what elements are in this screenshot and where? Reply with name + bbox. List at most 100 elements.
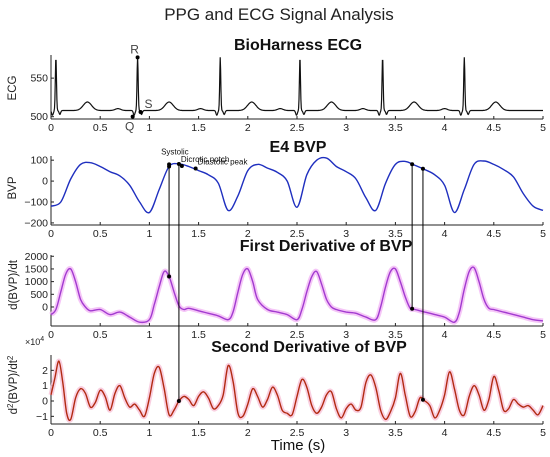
x-tick-label: 0 (48, 329, 54, 341)
y-tick-label: 1 (42, 380, 48, 392)
x-tick-label: 4 (442, 122, 448, 134)
bvp-feature-label: Dicrotic notch (181, 155, 229, 164)
x-tick-label: 2 (245, 329, 251, 341)
x-tick-label: 3.5 (388, 427, 403, 439)
y-tick-label: −200 (24, 217, 48, 229)
x-tick-label: 1.5 (191, 122, 206, 134)
x-tick-label: 1 (146, 329, 152, 341)
x-tick-label: 1 (146, 122, 152, 134)
bvp-feature-point (193, 166, 198, 171)
ecg-point-S (138, 110, 143, 115)
x-tick-label: 4.5 (486, 427, 501, 439)
ecg-annotations: R QS (125, 42, 153, 133)
marker-end-point (176, 399, 181, 403)
x-tick-label: 0.5 (93, 122, 108, 134)
series-line (50, 360, 544, 422)
x-tick-label: 2 (245, 427, 251, 439)
bvp-feature-label: Systolic (161, 147, 189, 156)
second-derivative-title: Second Derivative of BVP (211, 339, 407, 356)
second-derivative-ylabel: d2(BVP)/dt2 (6, 355, 20, 414)
marker-end-point (410, 306, 415, 311)
bvp-panel: E4 BVP BVP 0 0.5 1 1.5 2 2.5 3 3.5 4 4.5 5 −200 −100… (7, 139, 546, 240)
x-tick-label: 2 (245, 122, 251, 134)
series-line (50, 156, 544, 214)
second-derivative-panel: Second Derivative of BVP d2(BVP)/dt2 ×10… (6, 336, 546, 439)
marker-lines (167, 161, 425, 403)
marker-start-point (167, 164, 172, 169)
ecg-point-Q (130, 114, 135, 119)
y-tick-label: 0 (42, 301, 48, 313)
scale-factor-label: ×104 (25, 336, 44, 347)
bvp-feature-label: Diastolic peak (198, 158, 249, 167)
marker-start-point (176, 161, 181, 166)
y-tick-label: 500 (30, 289, 48, 301)
x-tick-label: 1.5 (191, 427, 206, 439)
y-tick-label: −100 (24, 197, 48, 209)
x-tick-label: 4.5 (486, 228, 501, 240)
first-derivative-series (49, 264, 544, 325)
x-tick-label: 3.5 (388, 122, 403, 134)
y-tick-label: 2 (42, 365, 48, 377)
bvp-axes: 0 0.5 1 1.5 2 2.5 3 3.5 4 4.5 5 −200 −100 0 100 (24, 155, 546, 240)
bvp-ylabel: BVP (7, 176, 19, 199)
x-tick-label: 2.5 (290, 122, 305, 134)
marker-start-point (420, 166, 425, 171)
marker-start-point (410, 162, 415, 167)
bvp-panel-title: E4 BVP (270, 139, 327, 156)
y-tick-label: 0 (42, 396, 48, 408)
ecg-series (50, 57, 543, 116)
x-tick-label: 4 (442, 329, 448, 341)
x-tick-label: 0 (48, 122, 54, 134)
x-tick-label: 0.5 (93, 228, 108, 240)
series-glow (48, 358, 546, 423)
x-tick-label: 4 (442, 228, 448, 240)
y-tick-label: 1500 (25, 263, 49, 275)
x-tick-label: 0.5 (93, 329, 108, 341)
bvp-series (50, 156, 544, 214)
y-tick-label: 550 (30, 73, 48, 85)
x-tick-label: 3.5 (388, 228, 403, 240)
x-tick-label: 3 (343, 427, 349, 439)
x-tick-label: 1.5 (191, 329, 206, 341)
second-derivative-series (48, 358, 546, 423)
ecg-axes: 0 0.5 1 1.5 2 2.5 3 3.5 4 4.5 5 500 550 (30, 55, 546, 134)
y-tick-label: 500 (30, 111, 48, 123)
marker-end-point (420, 397, 425, 402)
x-tick-label: 1 (146, 427, 152, 439)
marker-end-point (167, 274, 172, 279)
x-tick-label: 3 (343, 122, 349, 134)
ecg-line (50, 57, 543, 116)
x-tick-label: 0.5 (93, 427, 108, 439)
ecg-label-R: R (130, 42, 139, 56)
y-tick-label: 2000 (25, 251, 49, 263)
bvp-feature-point (179, 164, 184, 169)
x-tick-label: 5 (540, 329, 546, 341)
x-tick-label: 4.5 (486, 329, 501, 341)
figure-title: PPG and ECG Signal Analysis (164, 5, 394, 24)
first-derivative-ylabel: d(BVP)/dt (8, 259, 20, 310)
x-tick-label: 3.5 (388, 329, 403, 341)
x-tick-label: 4.5 (486, 122, 501, 134)
x-tick-label: 5 (540, 228, 546, 240)
x-tick-label: 4 (442, 427, 448, 439)
x-tick-label: 3 (343, 228, 349, 240)
ecg-panel: BioHarness ECG ECG 0 0.5 1 1.5 2 2.5 3 3.5 4 4.5 5… (7, 37, 546, 134)
ecg-label-S: S (145, 97, 153, 111)
ecg-point-R (135, 55, 140, 60)
x-tick-label: 2.5 (290, 228, 305, 240)
ecg-panel-title: BioHarness ECG (234, 37, 362, 54)
x-tick-label: 2.5 (290, 329, 305, 341)
x-tick-label: 1 (146, 228, 152, 240)
first-derivative-title: First Derivative of BVP (240, 238, 413, 255)
ecg-label-Q: Q (125, 120, 134, 134)
x-tick-label: 0 (48, 228, 54, 240)
x-tick-label: 5 (540, 122, 546, 134)
x-axis-label: Time (s) (271, 437, 325, 454)
x-tick-label: 1.5 (191, 228, 206, 240)
x-tick-label: 0 (48, 427, 54, 439)
y-tick-label: 1000 (25, 276, 49, 288)
